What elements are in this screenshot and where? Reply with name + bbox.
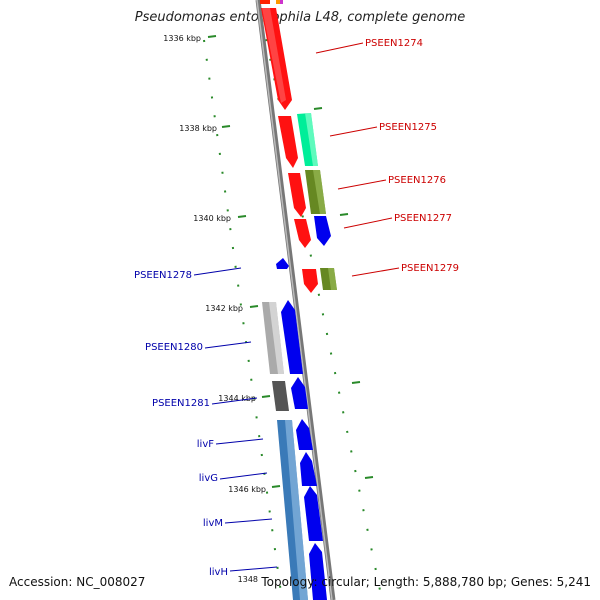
gene-feature-pseen1279-outer[interactable] — [320, 268, 337, 290]
gene-feature-pseen1276-inner[interactable] — [288, 173, 306, 217]
feature-label-pseen1274[interactable]: PSEEN1274 — [365, 38, 423, 49]
accession-text: Accession: NC_008027 — [9, 575, 146, 589]
feature-label-pseen1277[interactable]: PSEEN1277 — [394, 213, 452, 224]
gene-feature-pseen1279-inner[interactable] — [302, 269, 318, 293]
ruler-label: 1336 kbp — [163, 34, 201, 43]
feature-labels-left: PSEEN1278 PSEEN1280 PSEEN1281 livF livG … — [134, 270, 228, 578]
ruler-label: 1340 kbp — [193, 214, 231, 223]
map-title: Pseudomonas entomophila L48, complete ge… — [134, 10, 466, 25]
gene-feature-livm[interactable] — [304, 486, 323, 541]
gene-feature-pseen1280-right[interactable] — [281, 300, 303, 374]
gene-feature-pseen1275-outer[interactable] — [297, 113, 318, 166]
gene-feature-pseen1276-outer[interactable] — [305, 170, 326, 214]
gene-feature-pseen1274[interactable] — [261, 8, 292, 110]
genome-summary-text: Topology: circular; Length: 5,888,780 bp… — [261, 575, 591, 589]
ruler-label: 1346 kbp — [228, 485, 266, 494]
gene-feature-pseen1281-right[interactable] — [291, 377, 308, 409]
feature-label-pseen1280[interactable]: PSEEN1280 — [145, 342, 203, 353]
gene-feature-livg[interactable] — [300, 452, 317, 486]
feature-label-pseen1278[interactable]: PSEEN1278 — [134, 270, 192, 281]
ruler-label: 1338 kbp — [179, 124, 217, 133]
gene-feature-pseen1275-inner[interactable] — [278, 116, 298, 168]
gene-feature-liv-operon-left[interactable] — [277, 420, 308, 600]
feature-label-pseen1276[interactable]: PSEEN1276 — [388, 175, 446, 186]
feature-label-livh[interactable]: livH — [209, 567, 228, 578]
feature-label-pseen1279[interactable]: PSEEN1279 — [401, 263, 459, 274]
gene-feature-pseen1278[interactable] — [276, 258, 289, 269]
gene-feature-livh[interactable] — [309, 543, 327, 600]
label-connectors-right — [315, 42, 400, 277]
feature-label-pseen1275[interactable]: PSEEN1275 — [379, 122, 437, 133]
feature-label-livf[interactable]: livF — [197, 439, 214, 450]
ruler-label: 1348 — [238, 575, 258, 584]
gene-feature-pseen1277-outer[interactable] — [314, 216, 331, 246]
ruler-label: 1344 kbp — [218, 394, 256, 403]
feature-label-livm[interactable]: livM — [203, 518, 223, 529]
top-partial-features — [260, 0, 283, 4]
gene-feature-pseen1277-inner[interactable] — [294, 219, 311, 248]
gene-feature-livf[interactable] — [296, 419, 313, 450]
feature-label-pseen1281[interactable]: PSEEN1281 — [152, 398, 210, 409]
feature-label-livg[interactable]: livG — [199, 473, 218, 484]
ruler-ticks — [207, 35, 374, 488]
gene-feature-pseen1280-left[interactable] — [262, 302, 284, 374]
ruler-labels: 1336 kbp 1338 kbp 1340 kbp 1342 kbp 1344… — [163, 34, 266, 584]
label-connectors-left — [193, 267, 278, 572]
genome-backbone — [255, 0, 336, 600]
gene-feature-pseen1281-left[interactable] — [272, 381, 289, 411]
feature-labels-right: PSEEN1274 PSEEN1275 PSEEN1276 PSEEN1277 … — [365, 38, 459, 274]
ruler-label: 1342 kbp — [205, 304, 243, 313]
